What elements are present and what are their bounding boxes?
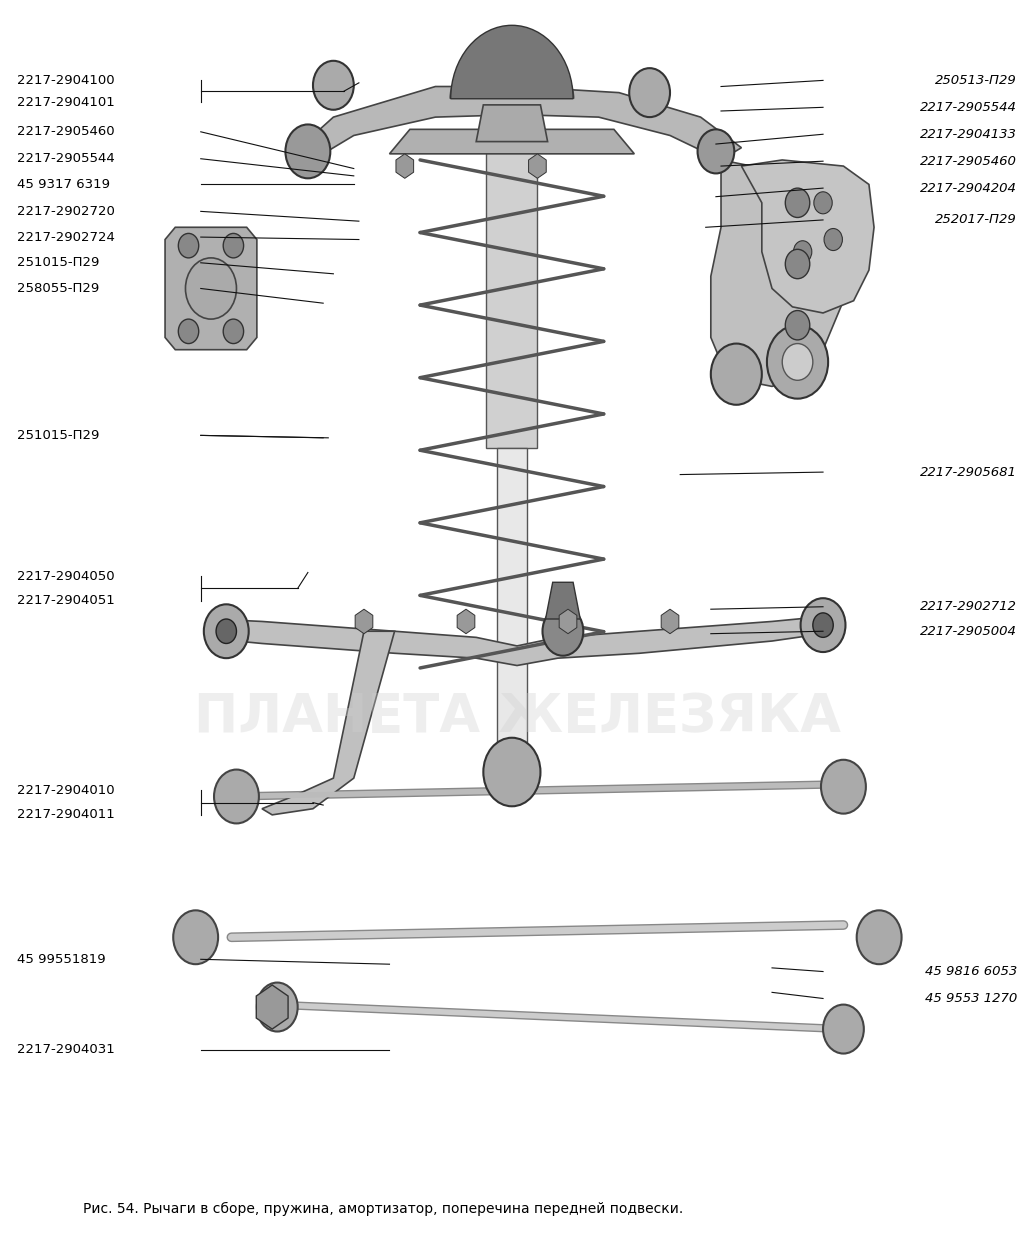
Polygon shape — [390, 129, 634, 154]
Polygon shape — [262, 631, 395, 815]
Wedge shape — [451, 25, 573, 99]
Text: 2217-2904204: 2217-2904204 — [920, 182, 1016, 194]
Text: 2217-2902724: 2217-2902724 — [18, 230, 115, 244]
Circle shape — [174, 910, 218, 964]
Circle shape — [813, 613, 833, 638]
Circle shape — [785, 249, 810, 279]
Text: 2217-2905460: 2217-2905460 — [18, 125, 115, 139]
Polygon shape — [546, 582, 580, 619]
Circle shape — [814, 192, 832, 214]
Text: 2217-2905004: 2217-2905004 — [920, 625, 1016, 638]
Text: 2217-2902720: 2217-2902720 — [18, 204, 115, 218]
Circle shape — [767, 326, 828, 399]
Circle shape — [783, 344, 813, 380]
Circle shape — [785, 311, 810, 340]
Text: 251015-П29: 251015-П29 — [18, 428, 99, 442]
Text: 2217-2905681: 2217-2905681 — [920, 465, 1016, 479]
Circle shape — [630, 68, 670, 118]
Circle shape — [185, 258, 237, 319]
Text: 2217-2904011: 2217-2904011 — [18, 808, 115, 821]
Circle shape — [178, 319, 199, 344]
Polygon shape — [496, 448, 527, 754]
Text: 45 99551819: 45 99551819 — [18, 953, 105, 966]
Text: 2217-2904100: 2217-2904100 — [18, 74, 115, 87]
Text: ПЛАНЕТА ЖЕЛЕЗЯКА: ПЛАНЕТА ЖЕЛЕЗЯКА — [193, 691, 841, 743]
Polygon shape — [741, 160, 874, 313]
Text: 2217-2905544: 2217-2905544 — [18, 152, 115, 165]
Circle shape — [824, 229, 843, 250]
Text: 2217-2904101: 2217-2904101 — [18, 95, 115, 109]
Circle shape — [214, 770, 258, 823]
Polygon shape — [293, 87, 741, 160]
Circle shape — [313, 61, 354, 110]
Circle shape — [216, 619, 237, 644]
Circle shape — [698, 129, 734, 173]
Circle shape — [483, 738, 541, 806]
Circle shape — [223, 234, 244, 258]
Text: 250513-П29: 250513-П29 — [935, 74, 1016, 87]
Circle shape — [178, 234, 199, 258]
Text: 2217-2902712: 2217-2902712 — [920, 600, 1016, 613]
Circle shape — [800, 598, 846, 652]
Circle shape — [204, 604, 249, 659]
Polygon shape — [477, 105, 548, 141]
Circle shape — [793, 240, 812, 262]
Text: Рис. 54. Рычаги в сборе, пружина, амортизатор, поперечина передней подвески.: Рис. 54. Рычаги в сборе, пружина, аморти… — [83, 1202, 683, 1216]
Circle shape — [785, 188, 810, 218]
Text: 45 9317 6319: 45 9317 6319 — [18, 178, 111, 191]
Text: 45 9816 6053: 45 9816 6053 — [924, 966, 1016, 978]
Text: 2217-2904010: 2217-2904010 — [18, 784, 115, 797]
Circle shape — [285, 125, 330, 178]
Polygon shape — [710, 160, 844, 386]
Text: 2217-2904051: 2217-2904051 — [18, 594, 115, 607]
Text: 252017-П29: 252017-П29 — [935, 213, 1016, 227]
Circle shape — [256, 983, 298, 1031]
Text: 251015-П29: 251015-П29 — [18, 256, 99, 270]
Text: 2217-2905460: 2217-2905460 — [920, 155, 1016, 167]
Text: 2217-2904031: 2217-2904031 — [18, 1044, 115, 1056]
Circle shape — [823, 1004, 863, 1054]
Circle shape — [543, 607, 583, 656]
Circle shape — [223, 319, 244, 344]
Text: 45 9553 1270: 45 9553 1270 — [924, 992, 1016, 1005]
Circle shape — [710, 344, 762, 405]
Circle shape — [821, 760, 865, 813]
Text: 258055-П29: 258055-П29 — [18, 282, 99, 295]
Circle shape — [857, 910, 902, 964]
Text: 2217-2904133: 2217-2904133 — [920, 128, 1016, 141]
Polygon shape — [211, 617, 823, 666]
Polygon shape — [165, 228, 256, 349]
Text: 2217-2904050: 2217-2904050 — [18, 569, 115, 583]
Text: 2217-2905544: 2217-2905544 — [920, 100, 1016, 114]
Polygon shape — [486, 147, 538, 448]
